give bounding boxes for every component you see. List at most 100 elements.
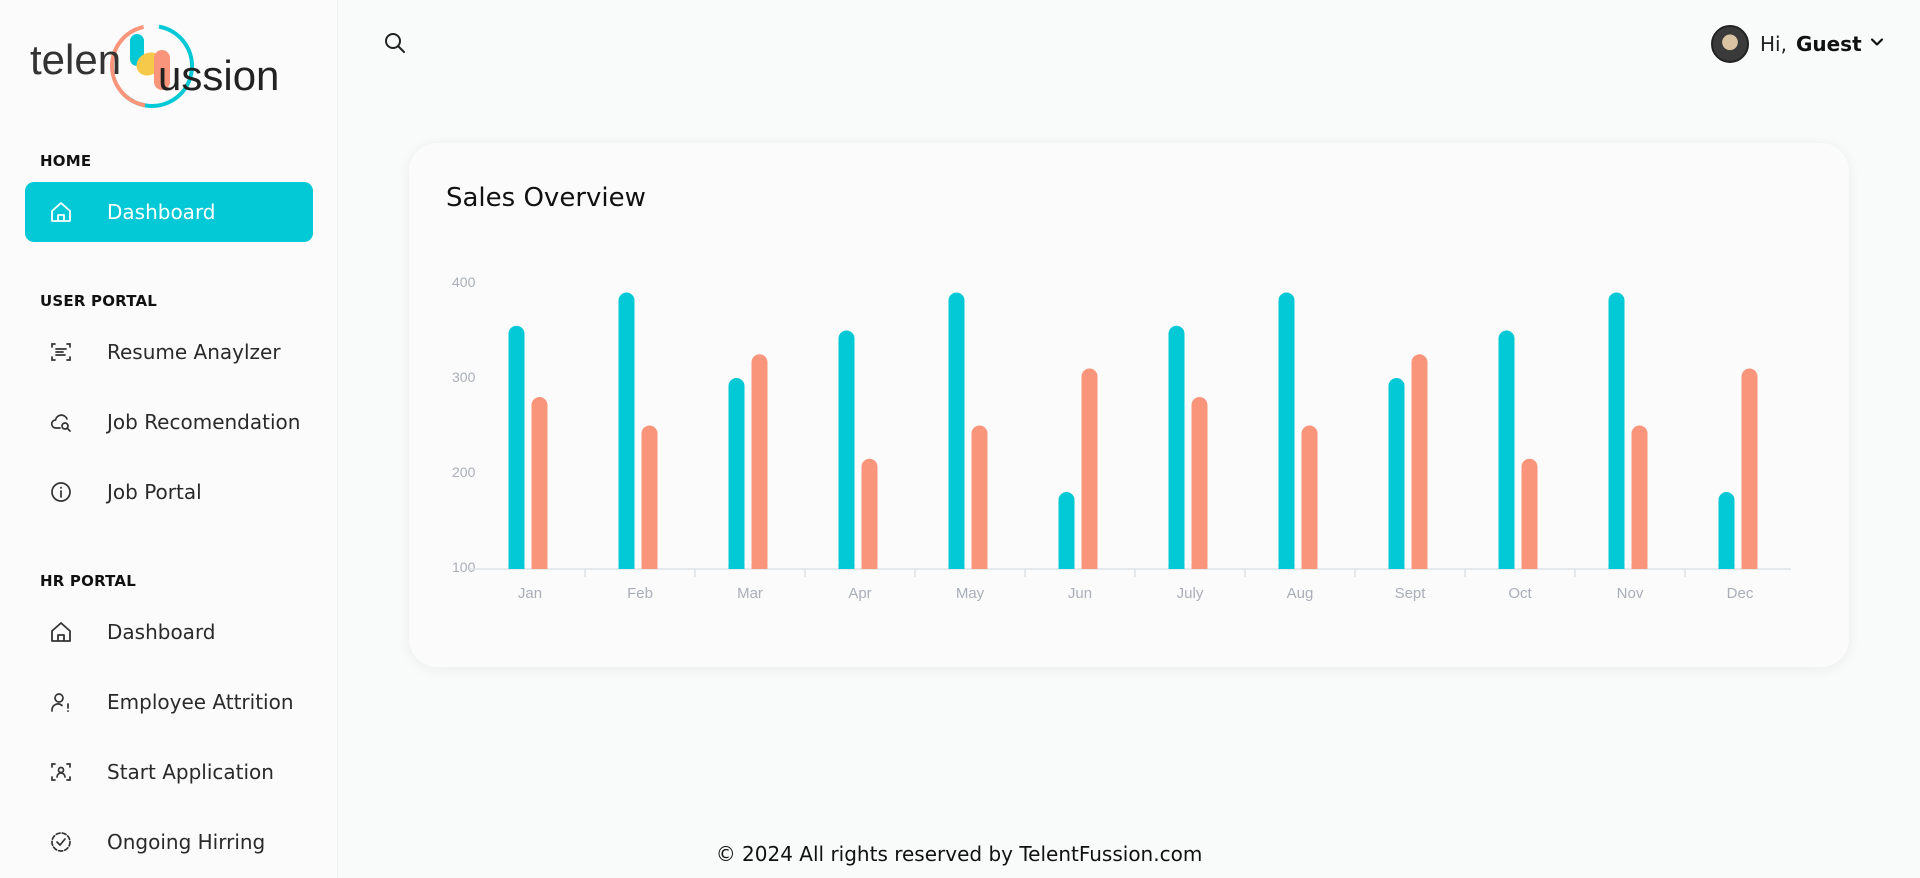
- bar-base: [1498, 563, 1515, 569]
- sidebar-item-start-application[interactable]: Start Application: [25, 742, 313, 802]
- x-tick-label: Mar: [737, 585, 763, 602]
- x-tick-label: May: [956, 585, 985, 602]
- sidebar-item-employee-attrition[interactable]: Employee Attrition: [25, 672, 313, 732]
- bar-base: [751, 563, 768, 569]
- y-tick-label: 400: [452, 274, 476, 290]
- bar-coral: [751, 354, 768, 569]
- info-icon: [35, 462, 87, 522]
- username: Guest: [1795, 32, 1862, 56]
- bar-coral: [1191, 397, 1208, 569]
- chevron-down-icon[interactable]: [1868, 33, 1886, 55]
- bar-teal: [1498, 330, 1515, 569]
- bar-base: [838, 563, 855, 569]
- sidebar-item-dashboard[interactable]: Dashboard: [25, 182, 313, 242]
- bar-coral: [971, 425, 988, 569]
- bar-base: [1168, 563, 1185, 569]
- copyright-text: © 2024 All rights reserved by TelentFuss…: [715, 842, 1203, 866]
- bar-coral: [1521, 458, 1538, 569]
- sidebar-item-job-portal[interactable]: Job Portal: [25, 462, 313, 522]
- bar-teal: [1388, 378, 1405, 569]
- y-tick-label: 300: [452, 369, 476, 385]
- bar-base: [618, 563, 635, 569]
- sidebar-item-ongoing-hirring[interactable]: Ongoing Hirring: [25, 812, 313, 872]
- bar-teal: [618, 292, 635, 569]
- brand-logo[interactable]: telen ussion: [30, 22, 290, 112]
- bar-teal: [728, 378, 745, 569]
- x-tick-label: Oct: [1508, 585, 1532, 602]
- sidebar-item-label: Dashboard: [107, 200, 216, 224]
- card-title: Sales Overview: [446, 183, 646, 213]
- x-tick-label: Feb: [627, 585, 653, 602]
- bar-base: [531, 563, 548, 569]
- x-tick-label: Jun: [1068, 585, 1092, 602]
- bar-coral: [861, 458, 878, 569]
- bar-coral: [1301, 425, 1318, 569]
- x-tick-label: Dec: [1727, 585, 1754, 602]
- greeting-text: Hi,: [1760, 32, 1787, 56]
- footer: © 2024 All rights reserved by TelentFuss…: [0, 842, 1920, 866]
- bar-teal: [1168, 325, 1185, 569]
- bar-base: [1631, 563, 1648, 569]
- bar-coral: [1411, 354, 1428, 569]
- sidebar-item-label: Start Application: [107, 760, 274, 784]
- sidebar-item-label: Ongoing Hirring: [107, 830, 266, 854]
- x-tick-label: July: [1177, 585, 1204, 602]
- bar-base: [1081, 563, 1098, 569]
- bar-coral: [641, 425, 658, 569]
- sales-overview-chart: 400 300 200 100 Jan Feb Mar Apr May Jun July Aug Sep…: [452, 274, 1791, 602]
- bar-teal: [1058, 492, 1075, 569]
- bar-teal: [1718, 492, 1735, 569]
- user-alert-icon: [35, 672, 87, 732]
- x-tick-label: Sept: [1395, 585, 1427, 602]
- x-tick-label: Aug: [1287, 585, 1314, 602]
- bar-base: [861, 563, 878, 569]
- sidebar-item-label: Job Recomendation: [107, 410, 301, 434]
- bar-base: [1058, 563, 1075, 569]
- bar-teal: [948, 292, 965, 569]
- bar-base: [1388, 563, 1405, 569]
- sidebar-item-hr-dashboard[interactable]: Dashboard: [25, 602, 313, 662]
- bar-base: [971, 563, 988, 569]
- bar-coral: [531, 397, 548, 569]
- brand-name-right: ussion: [158, 52, 279, 99]
- bar-base: [1278, 563, 1295, 569]
- bar-base: [1718, 563, 1735, 569]
- bar-base: [1608, 563, 1625, 569]
- check-circle-dashed-icon: [35, 812, 87, 872]
- bar-base: [1191, 563, 1208, 569]
- user-menu[interactable]: Hi, Guest: [1711, 24, 1886, 64]
- sidebar-item-job-recomendation[interactable]: Job Recomendation: [25, 392, 313, 452]
- x-tick-label: Nov: [1617, 585, 1644, 602]
- sidebar: telen ussion HOME Dashboard USER PORTAL …: [0, 0, 338, 878]
- section-title-hr-portal: HR PORTAL: [40, 572, 136, 590]
- section-title-user-portal: USER PORTAL: [40, 292, 158, 310]
- brand-name-left: telen: [30, 36, 121, 83]
- sidebar-item-label: Resume Anaylzer: [107, 340, 281, 364]
- bar-base: [508, 563, 525, 569]
- home-icon: [35, 602, 87, 662]
- bar-base: [948, 563, 965, 569]
- bar-base: [1741, 563, 1758, 569]
- bar-base: [641, 563, 658, 569]
- bar-coral: [1631, 425, 1648, 569]
- sidebar-item-resume-analyzer[interactable]: Resume Anaylzer: [25, 322, 313, 382]
- avatar[interactable]: [1711, 25, 1749, 63]
- scan-user-icon: [35, 742, 87, 802]
- bar-base: [728, 563, 745, 569]
- bar-teal: [508, 325, 525, 569]
- scan-text-icon: [35, 322, 87, 382]
- sidebar-item-label: Job Portal: [107, 480, 202, 504]
- bar-base: [1411, 563, 1428, 569]
- sidebar-item-label: Employee Attrition: [107, 690, 294, 714]
- bar-teal: [1278, 292, 1295, 569]
- x-tick-label: Apr: [848, 585, 871, 602]
- section-title-home: HOME: [40, 152, 92, 170]
- y-tick-label: 100: [452, 559, 476, 575]
- search-button[interactable]: [383, 31, 409, 57]
- bar-teal: [1608, 292, 1625, 569]
- cloud-search-icon: [35, 392, 87, 452]
- bar-coral: [1081, 368, 1098, 569]
- search-icon: [383, 33, 407, 59]
- y-tick-label: 200: [452, 464, 476, 480]
- bar-teal: [838, 330, 855, 569]
